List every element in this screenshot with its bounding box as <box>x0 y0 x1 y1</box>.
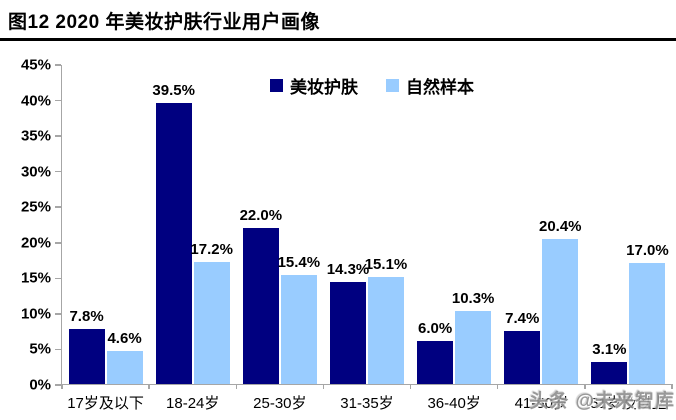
natural-sample-bar <box>455 310 492 384</box>
legend-swatch-icon <box>386 79 399 92</box>
y-axis-tick-label: 25% <box>20 198 51 216</box>
y-axis-tick-label: 15% <box>20 269 51 287</box>
y-axis-tick <box>55 64 61 66</box>
y-axis-tick-label: 0% <box>29 376 51 394</box>
y-axis-tick <box>55 384 61 386</box>
makeup-skincare-bar <box>155 103 192 384</box>
legend-label: 美妆护肤 <box>290 78 358 97</box>
bar-value-label: 7.8% <box>69 307 104 325</box>
bar-value-label: 17.2% <box>190 240 233 258</box>
natural-sample-bar <box>193 261 230 384</box>
bar-value-label: 6.0% <box>418 320 453 338</box>
bar-value-label: 22.0% <box>239 206 283 224</box>
y-axis-tick <box>55 206 61 208</box>
makeup-skincare-bar <box>504 331 541 384</box>
y-axis-tick <box>55 170 61 173</box>
x-axis-category-label: 31-35岁 <box>340 395 394 412</box>
bar-value-label: 7.4% <box>505 310 540 328</box>
legend: 美妆护肤 自然样本 <box>270 73 474 98</box>
y-axis-tick-label: 10% <box>20 305 51 323</box>
bar-value-label: 20.4% <box>538 217 582 235</box>
natural-sample-bar <box>280 274 317 384</box>
makeup-skincare-bar <box>329 282 366 384</box>
y-axis-tick-label: 30% <box>20 163 51 181</box>
bar-value-label: 4.6% <box>107 330 142 348</box>
x-axis-tick <box>584 384 586 389</box>
bar-value-label: 14.3% <box>326 261 370 279</box>
natural-sample-bar <box>542 238 579 384</box>
x-axis-category-label: 41-50岁 <box>514 395 568 412</box>
bar-value-label: 3.1% <box>592 340 627 358</box>
x-axis-tick <box>671 384 673 389</box>
y-axis-tick-label: 40% <box>20 92 51 110</box>
x-axis-tick <box>322 384 325 389</box>
y-axis-tick <box>55 99 61 102</box>
bar-value-label: 10.3% <box>451 289 495 307</box>
y-axis-tick-label: 5% <box>29 340 51 358</box>
category-group: 22.0% 15.4% 25-30岁 <box>236 65 323 412</box>
figure-title: 图12 2020 年美妆护肤行业用户画像 <box>8 12 320 33</box>
y-axis-tick <box>55 135 61 137</box>
x-axis-category-label: 51岁及以上 <box>590 395 667 412</box>
category-group: 3.1% 17.0% 51岁及以上 <box>585 65 672 412</box>
title-rule <box>0 38 676 41</box>
x-axis-tick <box>409 384 412 389</box>
plot-area: 7.8% 4.6% 17岁及以下 39.5% 17.2% 18-24岁 22.0% 15.4%… <box>55 64 673 412</box>
bar-value-label: 17.0% <box>626 242 669 260</box>
x-axis-category-label: 36-40岁 <box>427 395 481 412</box>
y-axis-tick-label: 20% <box>20 234 51 252</box>
legend-item: 自然样本 <box>386 73 474 98</box>
makeup-skincare-bar <box>417 341 454 384</box>
y-axis: 45% 40% 35% 30% 25% 20% 15% 10% 5% 0% <box>0 57 53 394</box>
natural-sample-bar <box>367 276 404 384</box>
category-group: 7.8% 4.6% 17岁及以下 <box>62 65 149 412</box>
bar-value-label: 15.1% <box>364 255 408 273</box>
category-group: 39.5% 17.2% 18-24岁 <box>149 65 236 412</box>
x-axis-tick <box>148 384 150 389</box>
x-axis-tick <box>61 384 63 389</box>
x-axis-category-label: 18-24岁 <box>166 395 220 412</box>
bar-value-label: 15.4% <box>277 253 321 271</box>
y-axis-tick <box>55 242 61 244</box>
category-group: 14.3% 15.1% 31-35岁 <box>323 65 410 412</box>
y-axis-tick <box>55 313 61 315</box>
makeup-skincare-bar <box>591 361 628 384</box>
y-axis-tick-label: 35% <box>20 127 51 145</box>
x-axis-tick <box>496 384 499 389</box>
bar-value-label: 39.5% <box>152 82 195 100</box>
makeup-skincare-bar <box>242 227 279 384</box>
natural-sample-bar <box>629 263 666 384</box>
category-group: 7.4% 20.4% 41-50岁 <box>498 65 585 412</box>
watermark: 头条 @未来智库 <box>529 391 675 412</box>
y-axis-tick <box>55 348 61 351</box>
x-axis-tick <box>235 384 238 389</box>
legend-swatch-icon <box>270 79 283 92</box>
legend-item: 美妆护肤 <box>270 73 358 98</box>
x-axis-category-label: 17岁及以下 <box>67 395 144 412</box>
category-group: 6.0% 10.3% 36-40岁 <box>411 65 498 412</box>
y-axis-tick <box>55 277 61 280</box>
x-axis-category-label: 25-30岁 <box>253 395 307 412</box>
y-axis-tick-label: 45% <box>20 56 51 74</box>
natural-sample-bar <box>106 351 143 384</box>
makeup-skincare-bar <box>68 328 105 384</box>
legend-label: 自然样本 <box>406 78 474 97</box>
